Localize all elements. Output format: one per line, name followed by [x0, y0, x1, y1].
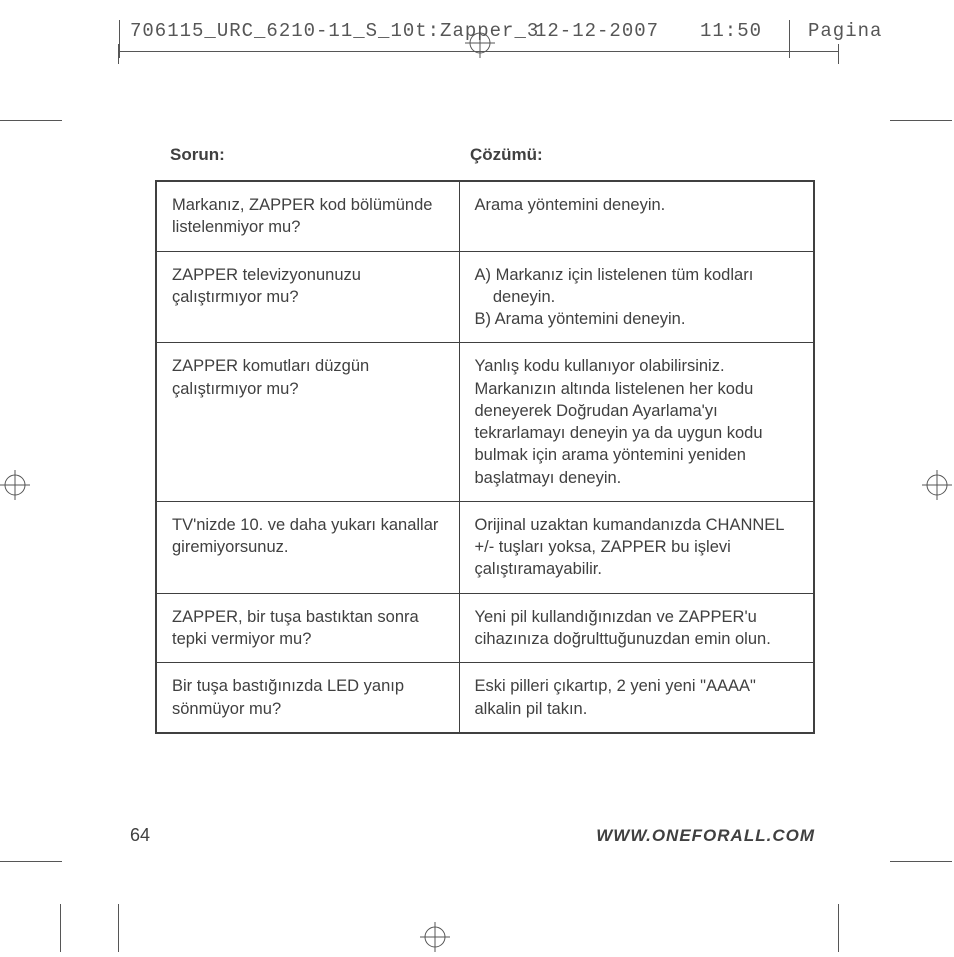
website-url: WWW.ONEFORALL.COM	[596, 826, 815, 846]
page-footer: 64 WWW.ONEFORALL.COM	[130, 825, 815, 846]
table-row: ZAPPER komutları düzgün çalıştırmıyor mu…	[156, 343, 814, 502]
registration-mark-icon	[0, 470, 30, 500]
problem-header: Sorun:	[155, 145, 458, 165]
registration-mark-icon	[465, 28, 495, 58]
header-divider	[789, 20, 790, 58]
page-number: 64	[130, 825, 150, 846]
crop-mark	[118, 44, 119, 64]
solution-cell: Eski pilleri çıkartıp, 2 yeni yeni "AAAA…	[459, 663, 814, 733]
solution-cell: Yanlış kodu kullanıyor olabilirsiniz. Ma…	[459, 343, 814, 502]
troubleshooting-table: Markanız, ZAPPER kod bölümünde listelenm…	[155, 180, 815, 734]
solution-cell: A) Markanız için listelenen tüm kodları …	[459, 251, 814, 343]
table-row: ZAPPER, bir tuşa bastıktan sonra tepki v…	[156, 593, 814, 663]
problem-cell: ZAPPER, bir tuşa bastıktan sonra tepki v…	[156, 593, 459, 663]
print-time: 11:50	[700, 20, 762, 42]
table-header-row: Sorun: Çözümü:	[155, 145, 815, 165]
table-row: Bir tuşa bastığınızda LED yanıp sönmüyor…	[156, 663, 814, 733]
problem-cell: Markanız, ZAPPER kod bölümünde listelenm…	[156, 181, 459, 251]
problem-cell: TV'nizde 10. ve daha yukarı kanallar gir…	[156, 501, 459, 593]
crop-mark	[0, 120, 62, 121]
print-date: 12-12-2007	[535, 20, 659, 42]
crop-mark	[890, 120, 952, 121]
solution-cell: Arama yöntemini deneyin.	[459, 181, 814, 251]
solution-cell: Yeni pil kullandığınızdan ve ZAPPER'u ci…	[459, 593, 814, 663]
page-content: Sorun: Çözümü: Markanız, ZAPPER kod bölü…	[155, 145, 815, 734]
solution-header: Çözümü:	[458, 145, 543, 165]
crop-mark	[838, 904, 839, 952]
registration-mark-icon	[420, 922, 450, 952]
problem-cell: ZAPPER komutları düzgün çalıştırmıyor mu…	[156, 343, 459, 502]
table-row: ZAPPER televizyonunuzu çalıştırmıyor mu?…	[156, 251, 814, 343]
print-pagina-label: Pagina	[808, 20, 882, 42]
header-divider	[119, 20, 120, 58]
problem-cell: Bir tuşa bastığınızda LED yanıp sönmüyor…	[156, 663, 459, 733]
table-row: TV'nizde 10. ve daha yukarı kanallar gir…	[156, 501, 814, 593]
solution-cell: Orijinal uzaktan kumandanızda CHANNEL +/…	[459, 501, 814, 593]
table-row: Markanız, ZAPPER kod bölümünde listelenm…	[156, 181, 814, 251]
problem-cell: ZAPPER televizyonunuzu çalıştırmıyor mu?	[156, 251, 459, 343]
crop-mark	[60, 904, 61, 952]
crop-mark	[890, 861, 952, 862]
registration-mark-icon	[922, 470, 952, 500]
crop-mark	[838, 44, 839, 64]
crop-mark	[0, 861, 62, 862]
crop-mark	[118, 904, 119, 952]
